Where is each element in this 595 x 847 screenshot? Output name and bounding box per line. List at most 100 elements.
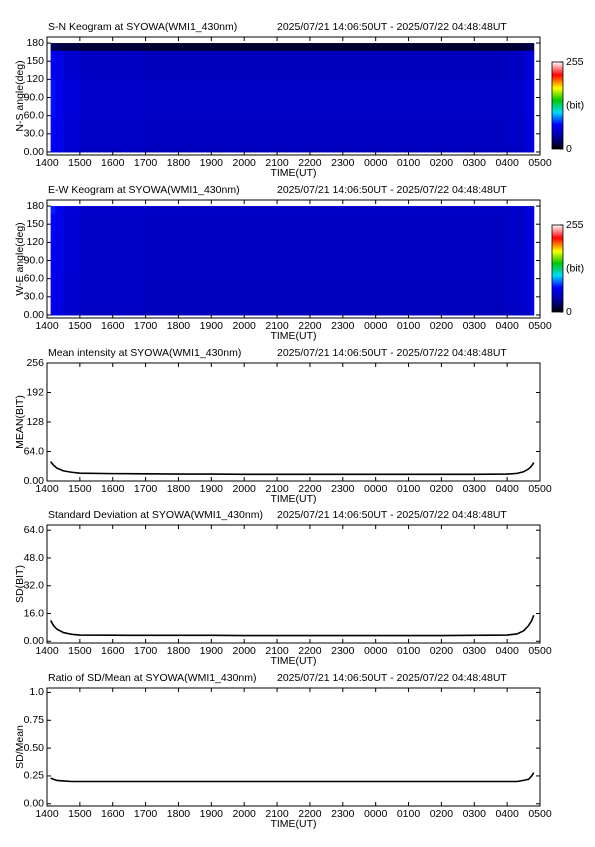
y-axis-label: MEAN(BIT) [14, 395, 26, 449]
heatmap-cell [507, 278, 525, 310]
plot-frame [46, 524, 541, 644]
heatmap-cell [211, 43, 278, 51]
heatmap-cell [523, 278, 531, 310]
x-tick-label: 0500 [528, 157, 552, 169]
heatmap-cell [523, 50, 531, 80]
x-tick-label: 1800 [167, 320, 191, 332]
x-tick-label: 0500 [528, 320, 552, 332]
heatmap-cell [342, 145, 410, 153]
x-tick-label: 2100 [265, 483, 289, 495]
x-tick-label: 1900 [200, 157, 224, 169]
x-tick-label: 0100 [397, 157, 421, 169]
x-tick-label: 2200 [298, 483, 322, 495]
heatmap-cell [507, 242, 525, 280]
y-tick-label: 128 [26, 416, 44, 428]
x-tick-label: 2300 [331, 645, 355, 657]
heatmap-cell [507, 206, 525, 214]
heatmap-cell [55, 278, 64, 310]
heatmap-cell [530, 206, 535, 214]
heatmap-cell [408, 145, 475, 153]
x-tick-label: 1500 [68, 483, 92, 495]
heatmap-cell [55, 79, 64, 117]
x-tick-label: 1700 [134, 157, 158, 169]
heatmap-cell [145, 242, 212, 280]
plot-frame [46, 362, 541, 482]
heatmap-cell [55, 43, 64, 51]
heatmap-cell [474, 79, 508, 117]
x-tick-label: 2000 [233, 320, 257, 332]
heatmap-cell [145, 115, 212, 147]
heatmap-cell [63, 43, 81, 51]
heatmap-cell [474, 43, 508, 51]
x-tick-label: 1400 [35, 808, 59, 820]
heatmap-cell [408, 43, 475, 51]
x-tick-label: 1500 [68, 808, 92, 820]
panel-title: E-W Keogram at SYOWA(WMI1_430nm) [48, 184, 240, 196]
heatmap-cell [523, 145, 531, 153]
x-tick-label: 2300 [331, 483, 355, 495]
y-tick-label: 64.0 [24, 524, 45, 536]
colorbar-tick-label: 0 [566, 306, 572, 318]
heatmap-cell [145, 145, 212, 153]
y-tick-label: 60.0 [24, 272, 45, 284]
heatmap-cell [474, 213, 508, 243]
heatmap-cell [145, 213, 212, 243]
heatmap-cell [55, 308, 64, 316]
x-tick-label: 0400 [495, 320, 519, 332]
x-tick-label: 0400 [495, 483, 519, 495]
y-tick-label: 180 [26, 37, 44, 49]
x-tick-label: 1800 [167, 645, 191, 657]
x-tick-label: 0500 [528, 483, 552, 495]
x-tick-label: 1500 [68, 645, 92, 657]
y-axis-label: W-E angle(deg) [14, 222, 26, 295]
x-tick-label: 0300 [463, 320, 487, 332]
y-tick-label: 32.0 [24, 580, 45, 592]
heatmap-cell [277, 115, 344, 147]
panel: Mean intensity at SYOWA(WMI1_430nm) 2025/… [14, 347, 552, 505]
y-tick-label: 0.00 [24, 309, 45, 321]
x-tick-label: 1400 [35, 320, 59, 332]
y-tick-label: 120 [26, 73, 44, 85]
heatmap-cell [50, 278, 56, 310]
x-tick-label: 0000 [364, 483, 388, 495]
x-tick-label: 1700 [134, 483, 158, 495]
heatmap-cell [507, 50, 525, 80]
y-tick-label: 48.0 [24, 552, 45, 564]
y-tick-label: 150 [26, 218, 44, 230]
y-tick-label: 64.0 [24, 445, 45, 457]
heatmap-cell [50, 50, 56, 80]
x-tick-label: 2100 [265, 808, 289, 820]
heatmap-cell [408, 213, 475, 243]
x-tick-label: 0300 [463, 645, 487, 657]
panel-title: Mean intensity at SYOWA(WMI1_430nm) [48, 347, 241, 359]
y-tick-label: 256 [26, 357, 44, 369]
heatmap-cell [50, 242, 56, 280]
heatmap-cell [50, 145, 56, 153]
heatmap-cell [145, 206, 212, 214]
data-line [50, 772, 535, 783]
heatmap-cell [408, 308, 475, 316]
x-axis-label: TIME(UT) [270, 167, 316, 179]
x-tick-label: 0300 [463, 483, 487, 495]
heatmap-cell [63, 206, 81, 214]
heatmap-cell [211, 79, 278, 117]
x-tick-label: 1800 [167, 157, 191, 169]
heatmap-cell [145, 278, 212, 310]
heatmap-cell [79, 278, 147, 310]
heatmap-cell [523, 213, 531, 243]
panel-title: Ratio of SD/Mean at SYOWA(WMI1_430nm) [48, 672, 257, 684]
heatmap-cell [277, 206, 344, 214]
x-tick-label: 1600 [101, 808, 125, 820]
y-tick-label: 180 [26, 200, 44, 212]
time-range: 2025/07/21 14:06:50UT - 2025/07/22 04:48… [277, 347, 507, 359]
heatmap-cell [277, 308, 344, 316]
heatmap-cell [50, 308, 56, 316]
panel: Ratio of SD/Mean at SYOWA(WMI1_430nm) 202… [14, 672, 552, 830]
x-tick-label: 1900 [200, 320, 224, 332]
heatmap-cell [342, 43, 410, 51]
heatmap-cell [342, 115, 410, 147]
panel: Standard Deviation at SYOWA(WMI1_430nm) 2… [14, 509, 552, 667]
y-axis-label: SD(BIT) [14, 565, 26, 603]
x-tick-label: 2000 [233, 483, 257, 495]
heatmap-cell [474, 115, 508, 147]
